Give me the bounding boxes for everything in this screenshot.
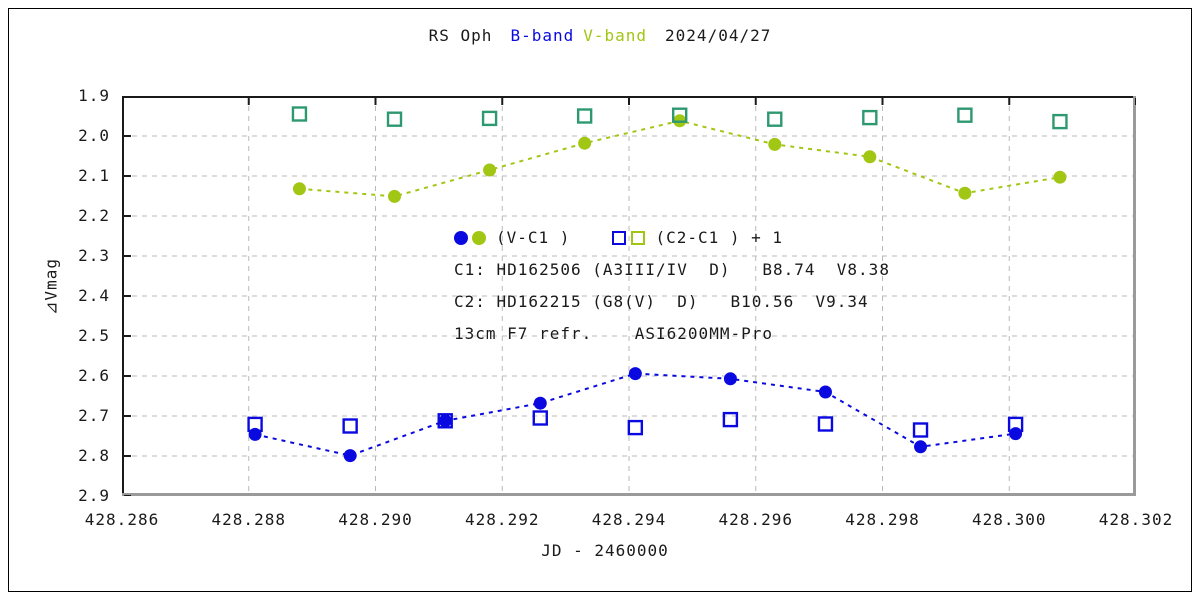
title-date: 2024/04/27 [665, 26, 772, 45]
x-tick-label: 428.300 [972, 510, 1047, 529]
data-point-v-band-v-c1- [388, 189, 402, 203]
data-point-v-band-c2-c1-1 [576, 108, 593, 124]
data-point-v-band-c2-c1-1 [957, 107, 973, 123]
data-point-v-band-v-c1- [1053, 170, 1067, 184]
data-point-v-band-v-c1- [768, 137, 782, 151]
y-tick-label: 2.7 [78, 406, 110, 425]
x-axis-title: JD - 2460000 [541, 541, 669, 560]
data-point-v-band-c2-c1-1 [291, 106, 308, 122]
data-point-v-band-v-c1- [292, 182, 306, 196]
data-point-b-band-c2-c1-1 [912, 422, 929, 438]
data-point-b-band-v-c1- [438, 414, 452, 428]
data-point-v-band-c2-c1-1 [862, 109, 878, 126]
comparison-star-1-info: C1: HD162506 (A3III/IV D) B8.74 V8.38 [454, 260, 890, 279]
legend-v-circle-icon [472, 231, 486, 245]
x-tick-label: 428.286 [84, 510, 160, 529]
y-tick-label: 2.3 [78, 246, 110, 265]
data-point-v-band-v-c1- [863, 150, 877, 164]
data-point-b-band-c2-c1-1 [342, 418, 358, 434]
title-object-name: RS Oph [428, 26, 493, 45]
x-tick-label: 428.294 [591, 510, 667, 529]
data-point-b-band-v-c1- [723, 372, 737, 386]
title-v-band-label: V-band [583, 26, 648, 45]
x-tick-label: 428.302 [1098, 510, 1174, 529]
chart-title: RS Oph B-band V-band 2024/04/27 [0, 26, 1200, 45]
y-tick-label: 2.9 [78, 486, 110, 505]
y-tick-label: 2.6 [78, 366, 110, 385]
y-tick-label: 2.2 [78, 206, 110, 225]
data-point-b-band-c2-c1-1 [817, 416, 834, 432]
plot-area: (V-C1 ) (C2-C1 ) + 1 C1: HD162506 (A3III… [122, 96, 1136, 496]
data-point-b-band-c2-c1-1 [722, 411, 739, 428]
data-point-b-band-v-c1- [343, 449, 357, 463]
title-b-band-label: B-band [510, 26, 575, 45]
y-tick-label: 2.0 [78, 126, 110, 145]
legend-check-label: (C2-C1 ) + 1 [655, 228, 784, 247]
x-tick-label: 428.296 [718, 510, 793, 529]
data-point-v-band-c2-c1-1 [672, 107, 688, 123]
y-tick-label: 2.8 [78, 446, 110, 465]
y-tick-label: 2.1 [78, 166, 110, 185]
series-line-b-band-v-c1- [254, 372, 1016, 457]
y-tick-label: 1.9 [78, 86, 110, 105]
x-tick-label: 428.290 [338, 510, 413, 529]
data-point-v-band-v-c1- [483, 163, 497, 177]
data-point-v-band-c2-c1-1 [1052, 113, 1068, 130]
data-point-b-band-c2-c1-1 [627, 419, 644, 436]
data-point-v-band-c2-c1-1 [767, 111, 783, 127]
data-point-b-band-v-c1- [628, 367, 642, 381]
data-point-b-band-c2-c1-1 [1007, 416, 1024, 433]
data-point-b-band-c2-c1-1 [437, 413, 453, 429]
data-point-b-band-c2-c1-1 [532, 410, 548, 426]
x-tick-label: 428.292 [465, 510, 540, 529]
x-tick-label: 428.298 [845, 510, 920, 529]
y-tick-label: 2.5 [78, 326, 110, 345]
legend-block: (V-C1 ) (C2-C1 ) + 1 C1: HD162506 (A3III… [454, 222, 890, 350]
legend-b-square-icon [612, 231, 627, 245]
data-point-b-band-v-c1- [914, 440, 928, 454]
data-point-v-band-c2-c1-1 [481, 110, 498, 127]
legend-target-label: (V-C1 ) [496, 228, 571, 247]
data-point-b-band-c2-c1-1 [247, 416, 263, 433]
comparison-star-2-info: C2: HD162215 (G8(V) D) B10.56 V9.34 [454, 292, 869, 311]
data-point-b-band-v-c1- [818, 385, 832, 399]
legend-b-circle-icon [454, 231, 468, 245]
legend-markers-row: (V-C1 ) (C2-C1 ) + 1 [454, 222, 890, 254]
data-point-v-band-v-c1- [958, 186, 972, 200]
data-point-b-band-v-c1- [533, 396, 547, 410]
data-point-v-band-v-c1- [578, 136, 592, 150]
x-tick-label: 428.288 [211, 510, 286, 529]
equipment-info: 13cm F7 refr. ASI6200MM-Pro [454, 324, 773, 343]
data-point-v-band-c2-c1-1 [386, 111, 403, 127]
series-line-v-band-v-c1- [299, 119, 1061, 198]
plot-canvas [122, 96, 1136, 496]
data-point-b-band-v-c1- [1009, 427, 1023, 441]
y-tick-label: 2.4 [78, 286, 110, 305]
legend-v-square-icon [631, 231, 646, 245]
